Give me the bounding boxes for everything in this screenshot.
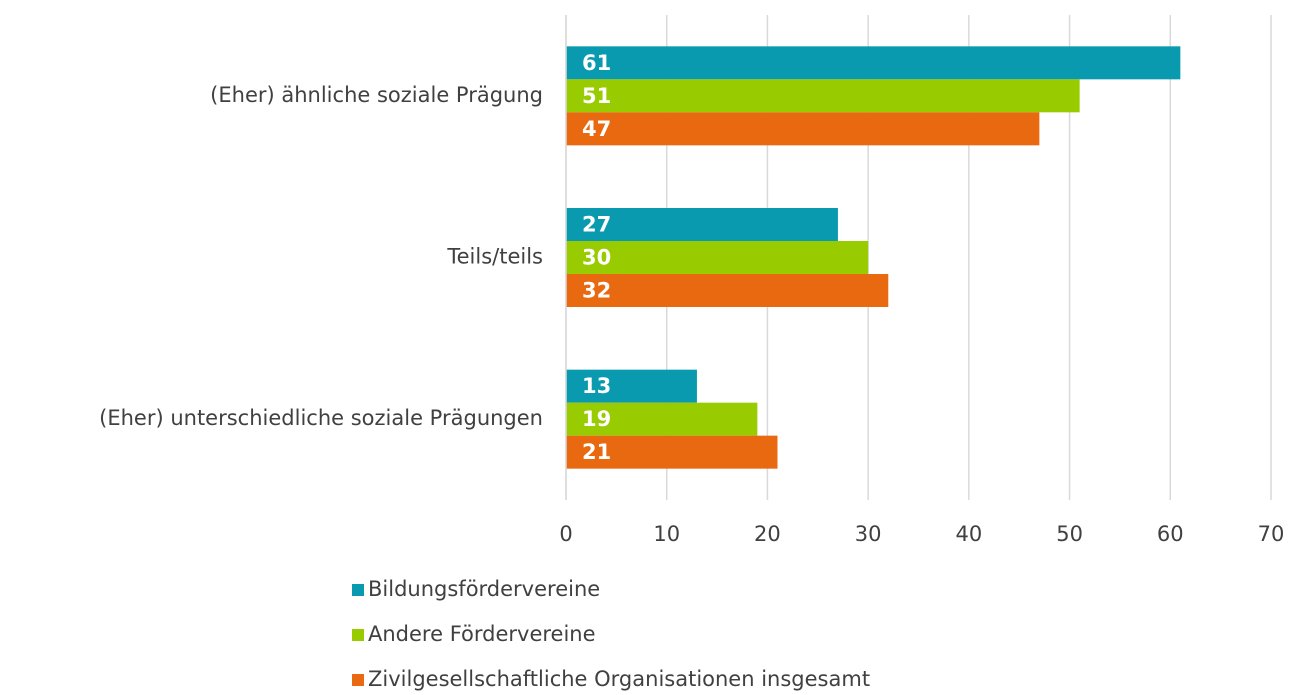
x-tick-label: 40 [955,522,982,546]
legend-label: Andere Fördervereine [368,622,596,646]
legend-swatch [352,674,364,686]
data-label: 32 [582,279,611,303]
bar [566,241,869,274]
x-tick-label: 10 [653,522,680,546]
data-label: 30 [582,246,611,270]
x-tick-label: 60 [1157,522,1184,546]
x-tick-label: 0 [559,522,572,546]
y-tick-label: Teils/teils [446,245,543,269]
x-tick-label: 30 [855,522,882,546]
x-tick-label: 20 [754,522,781,546]
legend-label: Zivilgesellschaftliche Organisationen in… [368,667,870,691]
data-label: 21 [582,440,611,464]
data-label: 13 [582,374,611,398]
data-label: 27 [582,213,611,237]
bar [566,46,1181,80]
y-tick-label: (Eher) ähnliche soziale Prägung [210,83,543,107]
bar [566,369,697,403]
x-tick-label: 70 [1258,522,1285,546]
data-label: 47 [582,117,611,141]
legend-swatch [352,584,364,596]
legend-label: Bildungsfördervereine [368,577,600,601]
data-label: 61 [582,51,611,75]
bar [566,402,758,436]
bar [566,79,1080,113]
legend-swatch [352,629,364,641]
bar [566,208,838,241]
bar [566,435,778,469]
data-label: 51 [582,84,611,108]
data-label: 19 [582,407,611,431]
bar [566,274,889,307]
y-tick-label: (Eher) unterschiedliche soziale Prägunge… [99,406,543,430]
bar [566,112,1040,146]
x-tick-label: 50 [1056,522,1083,546]
